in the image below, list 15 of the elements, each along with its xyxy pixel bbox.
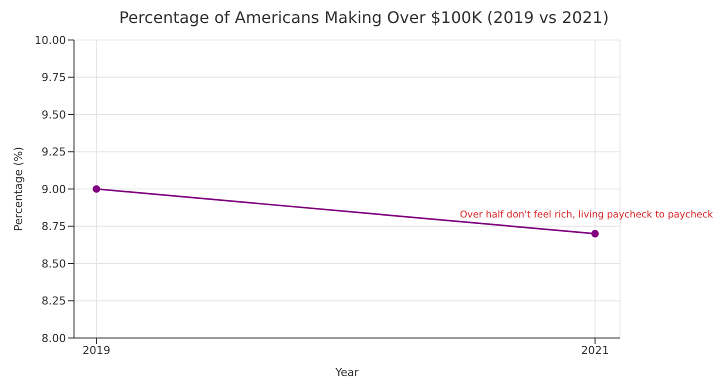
y-tick-label: 9.75 <box>42 71 66 84</box>
y-tick-label: 9.50 <box>42 108 66 122</box>
annotation: Over half don't feel rich, living paycheck to paycheck <box>460 210 714 221</box>
y-tick-label: 9.25 <box>42 146 66 159</box>
y-tick-label: 9.00 <box>42 182 66 196</box>
y-tick-label: 8.00 <box>42 332 66 345</box>
y-tick-label: 8.25 <box>42 294 66 308</box>
x-tick-label: 2019 <box>82 344 110 357</box>
x-tick-label: 2021 <box>581 344 610 357</box>
y-tick-label: 8.50 <box>42 257 66 270</box>
y-axis-title: Percentage (%) <box>12 146 25 232</box>
y-tick-label: 10.00 <box>34 34 66 47</box>
chart-title: Percentage of Americans Making Over $100K (2019 vs 2021) <box>118 8 610 29</box>
y-tick-label: 8.75 <box>42 220 66 234</box>
x-axis-title: Year <box>334 366 360 379</box>
